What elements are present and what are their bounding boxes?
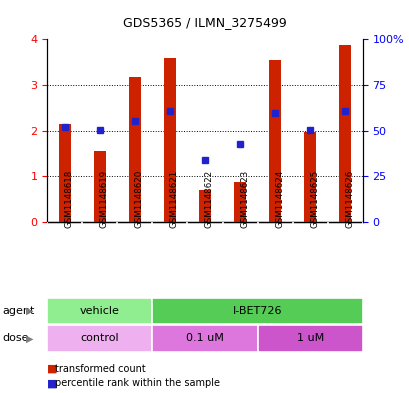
Text: 0.1 uM: 0.1 uM [186,333,223,343]
Text: vehicle: vehicle [80,306,119,316]
Bar [338,45,351,222]
Text: 1 uM: 1 uM [296,333,323,343]
Bar [152,325,257,352]
Text: ■: ■ [47,364,58,374]
Text: GSM1148620: GSM1148620 [135,170,144,228]
Text: percentile rank within the sample: percentile rank within the sample [55,378,220,388]
Bar [257,325,362,352]
Text: GSM1148619: GSM1148619 [99,170,108,228]
Bar [268,60,281,222]
Text: GSM1148626: GSM1148626 [344,170,353,228]
Bar [303,132,316,222]
Bar [47,325,152,352]
Text: GDS5365 / ILMN_3275499: GDS5365 / ILMN_3275499 [123,17,286,29]
Bar [47,298,152,324]
Text: ▶: ▶ [26,333,33,343]
Text: transformed count: transformed count [55,364,146,374]
Bar [234,182,246,222]
Text: GSM1148618: GSM1148618 [65,170,74,228]
Text: control: control [80,333,119,343]
Text: ■: ■ [47,378,58,388]
Bar [152,298,362,324]
Bar [128,77,141,222]
Text: GSM1148621: GSM1148621 [169,170,178,228]
Bar [198,190,211,222]
Text: GSM1148624: GSM1148624 [274,170,283,228]
Text: GSM1148625: GSM1148625 [310,170,319,228]
Text: GSM1148623: GSM1148623 [240,170,249,228]
Text: GSM1148622: GSM1148622 [204,170,213,228]
Text: I-BET726: I-BET726 [232,306,282,316]
Text: ▶: ▶ [26,306,33,316]
Text: agent: agent [2,306,34,316]
Bar [163,57,175,222]
Bar [93,151,106,222]
Bar [58,124,71,222]
Text: dose: dose [2,333,29,343]
